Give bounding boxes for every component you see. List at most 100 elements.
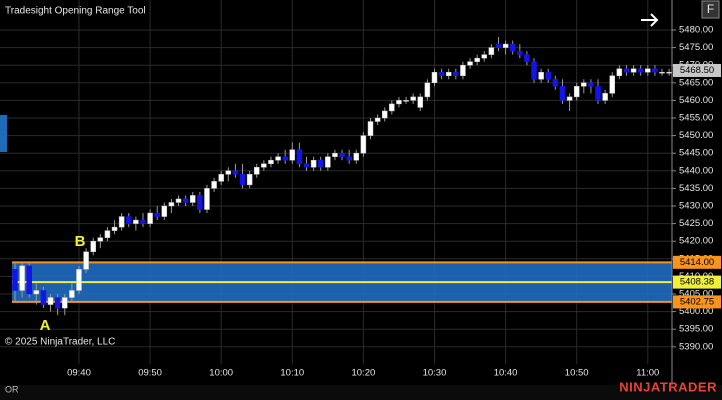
candle-body [211, 181, 217, 189]
candle-body [154, 212, 160, 217]
x-tick-label: 10:50 [565, 368, 589, 379]
candle-body [253, 167, 260, 175]
candle-body [538, 71, 544, 80]
arrow-icon[interactable] [641, 13, 659, 27]
candle-body [396, 100, 402, 105]
y-tick-label: 5440.00 [679, 165, 713, 176]
x-tick-label: 09:50 [138, 368, 162, 379]
candle-body [374, 117, 381, 122]
candle-body [403, 100, 409, 102]
x-tick-label: 10:40 [494, 368, 518, 379]
candle-body [54, 297, 61, 309]
candle-body [453, 71, 459, 77]
y-tick-label: 5450.00 [679, 130, 713, 141]
panel-label: OR [5, 384, 19, 394]
candle-body [467, 61, 473, 66]
candle-body [332, 152, 338, 157]
candle-body [509, 43, 516, 52]
candle-body [118, 216, 125, 228]
opening-range [12, 261, 672, 303]
y-tick-label: 5460.00 [679, 95, 713, 106]
x-tick-label: 11:00 [636, 368, 659, 379]
y-tick-label: 5405.00 [679, 289, 713, 300]
y-tick-label: 5475.00 [679, 42, 713, 53]
candle-body [133, 219, 139, 224]
candle-body [545, 71, 551, 80]
annotation: B [75, 233, 86, 250]
candle-body [239, 174, 246, 186]
candle-body [204, 188, 210, 210]
y-tick-label: 5435.00 [679, 183, 713, 194]
candle-body [659, 71, 665, 74]
candle-body [197, 195, 203, 210]
side-tab[interactable] [0, 115, 7, 152]
candle-body [246, 174, 253, 186]
candle-body [588, 82, 594, 87]
candle-body [666, 71, 672, 74]
candle-body [566, 96, 573, 101]
candle-body [182, 198, 189, 203]
copyright: © 2025 NinjaTrader, LLC [5, 337, 115, 348]
candle-body [218, 174, 224, 182]
candle-body [381, 110, 388, 119]
candle-body [275, 156, 281, 161]
brand: NINJATRADER [619, 379, 717, 394]
candle-body [339, 152, 345, 157]
price-marker-label: 5468.50 [680, 65, 714, 76]
x-tick-label: 10:00 [209, 368, 233, 379]
candle-body [517, 50, 523, 55]
price-marker-label: 5408.38 [680, 277, 714, 288]
candle-body [325, 156, 331, 168]
candle-body [147, 212, 153, 224]
candle-body [111, 226, 118, 231]
candle-body [161, 205, 168, 217]
candle-body [289, 149, 296, 161]
y-tick-label: 5400.00 [679, 306, 713, 317]
y-tick-label: 5390.00 [679, 341, 713, 352]
candle-body [573, 86, 580, 98]
x-tick-label: 10:10 [280, 368, 304, 379]
candle-body [552, 79, 559, 87]
candle-body [417, 96, 424, 108]
candle-body [410, 96, 416, 101]
candle-body [19, 265, 25, 291]
candle-body [389, 103, 395, 112]
candle-body [282, 156, 288, 161]
y-tick-label: 5395.00 [679, 324, 713, 335]
candle-body [232, 170, 239, 175]
candle-body [481, 54, 488, 59]
candle-body [645, 68, 651, 73]
y-tick-label: 5455.00 [679, 113, 713, 124]
y-tick-label: 5480.00 [679, 25, 713, 36]
candle-body [353, 152, 360, 161]
candle-body [637, 68, 644, 73]
candle-body [581, 82, 587, 87]
candle-body [83, 251, 89, 270]
candle-body [360, 135, 367, 154]
candle-body [445, 71, 452, 77]
candle-body [502, 43, 509, 48]
candle-body [595, 86, 601, 101]
candle-body [531, 61, 537, 80]
candle-body [26, 265, 32, 295]
price-marker-label: 5402.75 [680, 296, 714, 307]
candle-body [90, 240, 96, 253]
candle-body [438, 71, 445, 77]
candle-body [367, 121, 374, 136]
x-tick-label: 10:30 [423, 368, 447, 379]
y-tick-label: 5445.00 [679, 148, 713, 159]
candle-body [104, 230, 111, 238]
candle-body [303, 163, 310, 168]
f-button[interactable] [701, 0, 720, 19]
y-tick-label: 5425.00 [679, 218, 713, 229]
y-tick-label: 5430.00 [679, 201, 713, 212]
candle-body [140, 219, 146, 224]
candles [12, 37, 672, 316]
candle-body [268, 159, 274, 165]
candle-body [33, 290, 40, 295]
bottom-strip [0, 385, 722, 400]
candle-body [623, 68, 630, 73]
candle-body [69, 290, 75, 298]
price-axis: 5390.005395.005400.005405.005410.005415.… [67, 25, 721, 379]
